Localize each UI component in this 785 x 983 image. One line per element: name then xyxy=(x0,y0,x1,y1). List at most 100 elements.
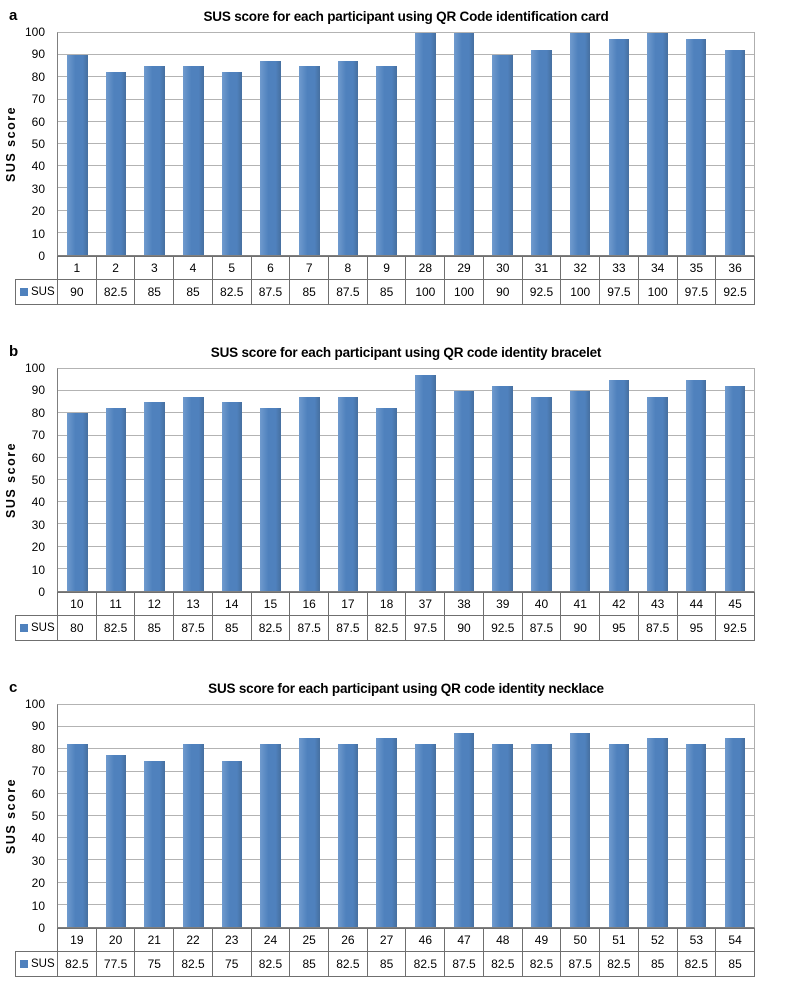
category-cell: 53 xyxy=(676,928,717,952)
y-tick-label: 80 xyxy=(31,405,45,420)
bar xyxy=(608,380,629,591)
y-tick-label: 50 xyxy=(31,473,45,487)
legend-marker-icon xyxy=(20,960,28,968)
y-tick-label: 80 xyxy=(31,741,45,756)
bar xyxy=(531,49,552,255)
bar xyxy=(492,743,513,927)
category-cell: 29 xyxy=(444,256,484,280)
chart-panel-b: b SUS score for each participant using Q… xyxy=(0,342,785,642)
category-cell: 31 xyxy=(521,256,562,280)
y-axis-ticks: 0 10 20 30 40 50 60 70 80 90 100 xyxy=(0,362,51,598)
bar-column xyxy=(329,33,368,255)
panel-label-b: b xyxy=(9,343,19,360)
value-cell: 97.5 xyxy=(676,279,717,305)
value-cell: 85 xyxy=(289,951,330,977)
chart-panel-a: a SUS score for each participant using Q… xyxy=(0,6,785,306)
bar-column xyxy=(715,705,754,927)
legend-marker-icon xyxy=(20,624,28,632)
y-tick-label: 100 xyxy=(24,697,45,711)
value-cell: 82.5 xyxy=(366,615,407,641)
gridline xyxy=(58,368,754,369)
bar xyxy=(221,402,243,591)
category-cell: 52 xyxy=(637,928,678,952)
bar xyxy=(415,33,436,255)
category-cell: 44 xyxy=(676,592,717,616)
y-tick-label: 0 xyxy=(38,249,45,263)
bar xyxy=(569,33,591,255)
value-cell: 87.5 xyxy=(250,279,291,305)
plot-area xyxy=(57,32,755,256)
category-cell: 8 xyxy=(328,256,368,280)
bar-column xyxy=(445,369,484,591)
value-cell: 75 xyxy=(211,951,252,977)
y-tick-label: 40 xyxy=(31,495,45,510)
value-cell: 90 xyxy=(560,615,601,641)
category-cell: 46 xyxy=(405,928,446,952)
bar xyxy=(221,71,243,255)
bar xyxy=(647,396,668,591)
value-cell: 97.5 xyxy=(599,279,639,305)
category-cell: 54 xyxy=(715,928,755,952)
value-cell: 85 xyxy=(134,615,175,641)
bar-column xyxy=(213,33,252,255)
value-cell: 82.5 xyxy=(57,951,97,977)
category-cell: 14 xyxy=(211,592,252,616)
legend-label: SUS xyxy=(31,286,55,298)
category-cell: 13 xyxy=(173,592,213,616)
category-cell: 3 xyxy=(134,256,175,280)
gridline xyxy=(58,881,754,883)
category-cell: 18 xyxy=(366,592,407,616)
category-cell: 17 xyxy=(328,592,368,616)
panel-label-c: c xyxy=(9,679,18,696)
bar-column xyxy=(97,705,136,927)
bars-container xyxy=(58,369,754,591)
y-tick-label: 70 xyxy=(31,764,45,779)
y-tick-label: 90 xyxy=(31,47,45,62)
value-cell: 82.5 xyxy=(95,615,136,641)
category-cell: 7 xyxy=(289,256,330,280)
bar-column xyxy=(715,369,754,591)
bar xyxy=(260,407,281,591)
bar-column xyxy=(599,705,638,927)
gridline xyxy=(58,501,754,503)
category-cell: 42 xyxy=(599,592,639,616)
bar xyxy=(105,407,127,591)
value-cell: 82.5 xyxy=(211,279,252,305)
category-cell: 23 xyxy=(211,928,252,952)
data-table: 1 2 3 4 5 6 7 8 9 28 29 30 31 32 33 34 35 36 SUS 90 82.5 85 85… xyxy=(15,256,755,305)
bar xyxy=(144,402,165,591)
value-cell: 82.5 xyxy=(599,951,639,977)
table-corner xyxy=(16,257,58,280)
bar-column xyxy=(561,705,600,927)
bar xyxy=(299,738,320,927)
bar-column xyxy=(638,705,677,927)
y-tick-label: 0 xyxy=(38,921,45,935)
category-cell: 33 xyxy=(599,256,639,280)
y-tick-label: 40 xyxy=(31,831,45,846)
gridline xyxy=(58,770,754,772)
gridline xyxy=(58,859,754,861)
bar xyxy=(337,60,359,255)
category-cell: 35 xyxy=(676,256,717,280)
bar xyxy=(67,55,88,255)
bar-column xyxy=(483,369,522,591)
bar-column xyxy=(135,33,174,255)
bar-column xyxy=(367,705,406,927)
y-tick-label: 70 xyxy=(31,428,45,443)
bar xyxy=(453,33,475,255)
category-cell: 36 xyxy=(715,256,755,280)
bar xyxy=(724,385,745,591)
gridline xyxy=(58,76,754,78)
gridline xyxy=(58,726,754,728)
category-cell: 4 xyxy=(173,256,213,280)
legend-label: SUS xyxy=(31,958,55,970)
gridline xyxy=(58,815,754,816)
gridline xyxy=(58,187,754,189)
bar xyxy=(144,66,165,255)
bar xyxy=(569,391,591,591)
y-tick-label: 60 xyxy=(31,450,45,465)
category-cell: 26 xyxy=(328,928,368,952)
bar-column xyxy=(97,33,136,255)
bar xyxy=(415,374,436,591)
